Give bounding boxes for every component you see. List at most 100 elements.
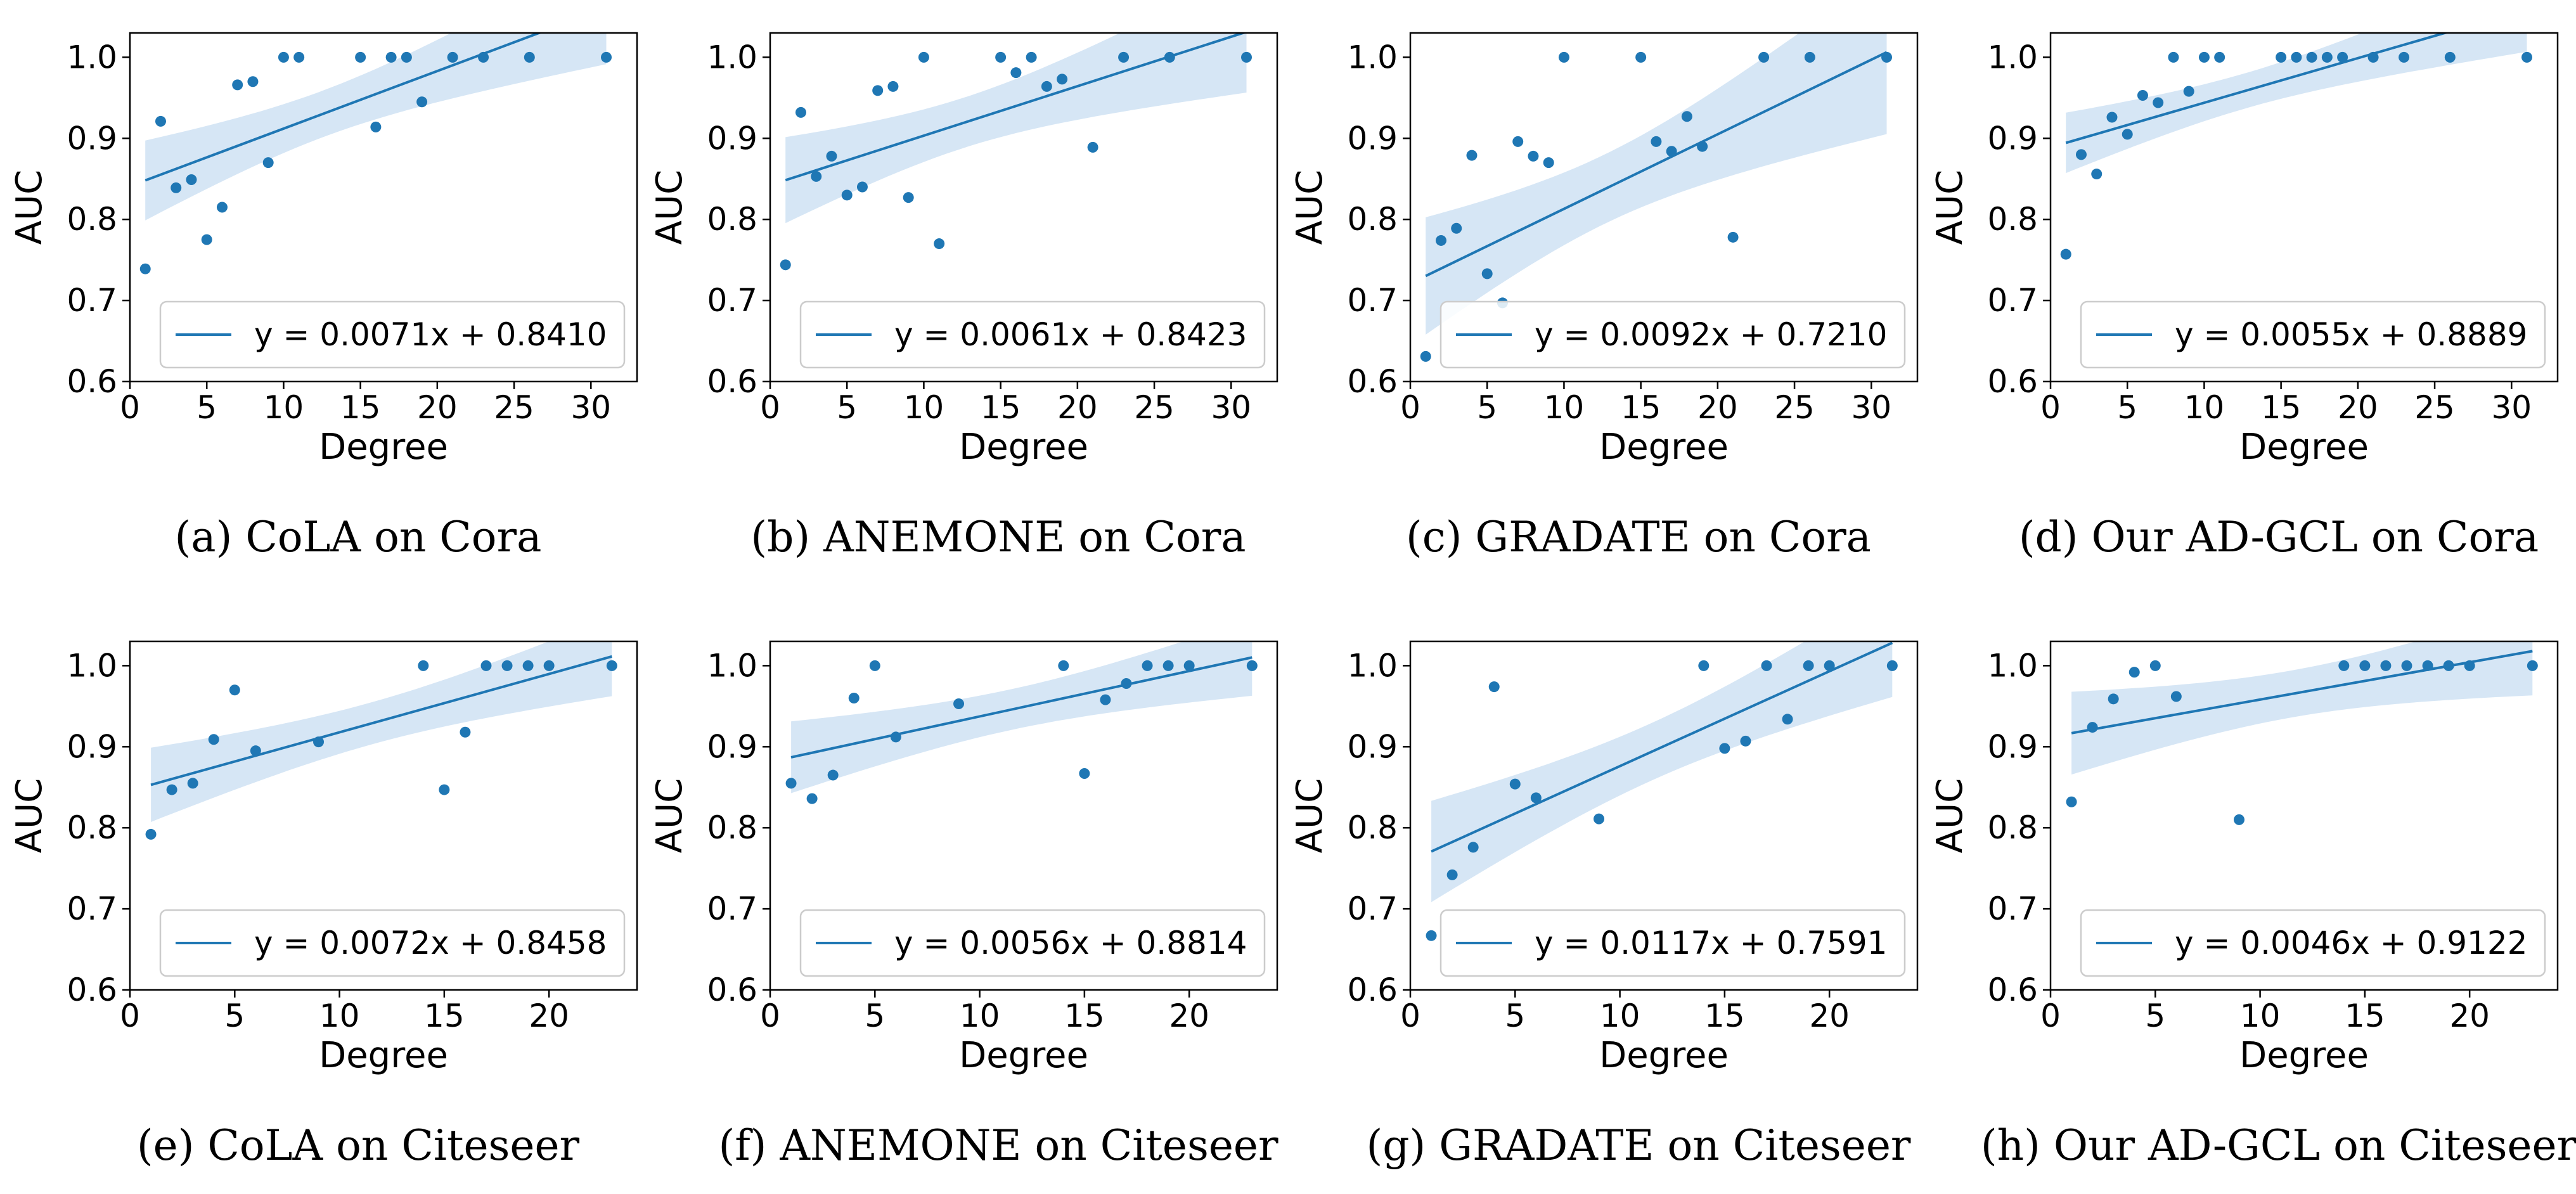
data-point — [1886, 660, 1898, 671]
regression-line — [2071, 650, 2533, 735]
data-point — [606, 660, 617, 671]
data-point — [1451, 222, 1462, 234]
data-point — [145, 828, 157, 840]
axes-frame — [769, 32, 1278, 383]
subplot-caption: (b) ANEMONE on Cora — [750, 513, 1246, 562]
data-point — [1118, 51, 1130, 63]
y-tick-label: 0.7 — [1987, 890, 2038, 927]
x-tick-label: 5 — [2117, 389, 2137, 426]
x-tick-label: 15 — [424, 998, 465, 1034]
y-tick-label: 0.9 — [707, 728, 757, 765]
y-tick-label: 0.9 — [707, 120, 757, 157]
subplot-b: 0 5 10 15 20 25 30 0.6 0.7 0.8 0.9 1.0 Degree AUC y = … — [649, 32, 1278, 562]
data-point — [171, 182, 182, 193]
data-point — [2214, 51, 2225, 63]
y-tick-label: 0.9 — [1347, 120, 1398, 157]
data-point — [1466, 150, 1478, 161]
data-point — [903, 192, 914, 203]
data-point — [478, 51, 489, 63]
data-point — [278, 51, 289, 63]
data-point — [1079, 767, 1090, 779]
y-axis-label: AUC — [1929, 170, 1971, 245]
data-point — [1782, 714, 1793, 725]
data-point — [2137, 89, 2148, 101]
x-tick-label: 5 — [2145, 998, 2165, 1034]
data-point — [890, 731, 901, 743]
data-point — [887, 80, 899, 92]
x-tick-label: 15 — [1704, 998, 1745, 1034]
subplot-g: 0 5 10 15 20 0.6 0.7 0.8 0.9 1.0 Degree AUC y = 0.01… — [1289, 640, 1919, 1170]
data-point — [2464, 660, 2475, 671]
legend: y = 0.0117x + 0.7591 — [1439, 909, 1906, 977]
data-point — [524, 51, 535, 63]
axes-frame — [1409, 32, 1919, 383]
legend-box — [159, 909, 626, 977]
subplot-caption: (g) GRADATE on Citeseer — [1367, 1121, 1911, 1170]
data-point — [2108, 693, 2119, 705]
data-point — [293, 51, 305, 63]
y-tick-label: 1.0 — [1347, 39, 1398, 75]
legend-label: y = 0.0055x + 0.8889 — [2175, 316, 2527, 353]
x-tick-label: 25 — [2414, 389, 2455, 426]
y-tick-label: 0.6 — [707, 363, 757, 400]
y-tick-label: 0.7 — [707, 282, 757, 319]
data-point — [856, 181, 868, 193]
y-tick-label: 0.8 — [1347, 201, 1398, 238]
x-tick-label: 0 — [1400, 998, 1420, 1034]
data-point — [1543, 157, 1554, 169]
y-tick-label: 0.6 — [67, 363, 117, 400]
data-point — [2198, 51, 2210, 63]
confidence-band — [145, 33, 607, 221]
data-point — [1010, 67, 1022, 79]
data-point — [229, 684, 240, 696]
data-point — [953, 698, 965, 709]
y-tick-label: 1.0 — [707, 39, 757, 75]
plot-area — [2060, 33, 2533, 260]
data-point — [1558, 51, 1569, 63]
axes-frame — [129, 640, 638, 991]
data-point — [447, 51, 458, 63]
x-tick-label: 15 — [981, 389, 1021, 426]
x-tick-label: 0 — [1400, 389, 1420, 426]
data-point — [2183, 86, 2194, 97]
subplot-caption: (h) Our AD-GCL on Citeseer — [1981, 1121, 2576, 1170]
x-tick-label: 5 — [865, 998, 885, 1034]
data-point — [2399, 51, 2410, 63]
regression-line — [785, 33, 1247, 182]
data-point — [1727, 231, 1739, 243]
x-tick-label: 5 — [224, 998, 245, 1034]
legend-box — [799, 909, 1266, 977]
data-point — [2521, 51, 2533, 63]
subplot-caption: (c) GRADATE on Cora — [1406, 513, 1871, 562]
data-point — [2106, 112, 2118, 123]
data-point — [1087, 141, 1098, 153]
data-point — [1164, 51, 1175, 63]
data-point — [166, 784, 177, 795]
x-tick-label: 20 — [1809, 998, 1850, 1034]
legend-box — [799, 300, 1266, 369]
data-point — [869, 660, 880, 671]
x-tick-label: 20 — [1169, 998, 1209, 1034]
data-point — [1446, 869, 1458, 880]
x-tick-label: 10 — [2240, 998, 2281, 1034]
axes-frame — [769, 640, 1278, 991]
data-point — [1435, 234, 1446, 246]
y-tick-label: 1.0 — [1347, 647, 1398, 684]
y-tick-label: 0.7 — [1347, 282, 1398, 319]
y-axis-label: AUC — [649, 170, 690, 245]
data-point — [139, 263, 151, 274]
data-point — [1881, 51, 1893, 63]
x-tick-label: 15 — [1621, 389, 1661, 426]
x-tick-label: 10 — [2184, 389, 2225, 426]
data-point — [2075, 149, 2087, 160]
x-tick-label: 5 — [196, 389, 217, 426]
subplot-a: 0 5 10 15 20 25 30 0.6 0.7 0.8 0.9 1.0 Degree AUC y = … — [9, 32, 638, 562]
legend-label: y = 0.0061x + 0.8423 — [894, 316, 1247, 353]
y-axis-label: AUC — [1929, 778, 1971, 853]
y-tick-label: 1.0 — [707, 647, 757, 684]
x-tick-label: 30 — [1851, 389, 1891, 426]
data-point — [1246, 660, 1258, 671]
y-tick-label: 0.8 — [707, 201, 757, 238]
subplot-h: 0 5 10 15 20 0.6 0.7 0.8 0.9 1.0 Degree AUC y = 0.00… — [1929, 640, 2576, 1170]
legend: y = 0.0061x + 0.8423 — [799, 300, 1266, 369]
